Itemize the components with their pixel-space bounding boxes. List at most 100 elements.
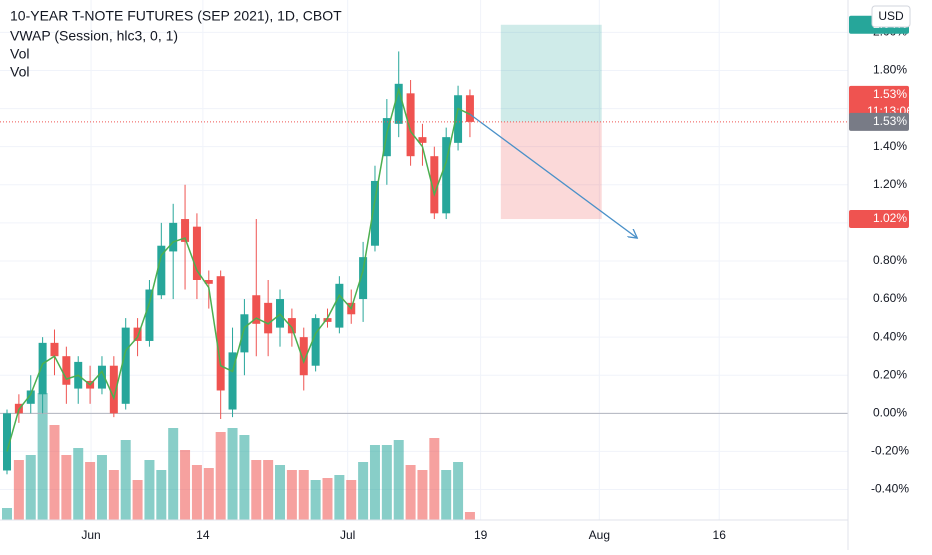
y-tick-label: 1.40% [873,139,907,153]
candle-body [133,327,142,341]
candle-body [406,93,415,157]
volume-bar [369,445,380,520]
indicator-label: Vol [10,46,29,62]
volume-bar [358,462,369,520]
volume-bar [61,455,72,520]
candle-body [311,318,320,366]
x-tick-label: Jul [340,528,355,542]
x-tick-label: Aug [589,528,610,542]
x-tick-label: 14 [196,528,210,542]
candle-body [418,137,427,143]
chart-title: 10-YEAR T-NOTE FUTURES (SEP 2021), 1D, C… [10,8,342,24]
price-tag: 1.53% [849,112,909,131]
volume-bar [464,512,475,520]
x-tick-label: Jun [81,528,100,542]
price-tag-label: 1.02% [873,211,907,225]
candle-body [430,156,439,214]
volume-bar [298,470,309,520]
candle-body [323,318,332,322]
volume-bar [2,508,13,520]
candle-body [442,137,451,214]
candle-body [97,365,106,389]
currency-button-bg [871,5,911,28]
volume-bar [132,480,143,520]
y-tick-label: 0.80% [873,253,907,267]
candle-body [370,180,379,246]
currency-button[interactable]: USD [878,9,904,23]
x-tick-label: 16 [713,528,727,542]
vwap-line [6,86,471,452]
price-tag-label: 1.53% [873,87,907,101]
volume-bar [405,465,416,520]
candle-body [454,95,463,143]
volume-bar [156,470,167,520]
candle-body [394,83,403,124]
candle-body [264,302,273,334]
y-tick-label: -0.20% [871,444,909,458]
volume-bar [37,393,48,520]
candle-body [204,280,213,284]
volume-bar [381,445,392,520]
candle-body [465,95,474,122]
candle-body [121,327,130,404]
position-stop [500,121,602,220]
candle-body [216,276,225,391]
y-tick-label: 0.40% [873,329,907,343]
candle-body [359,257,368,300]
volume-bar [441,470,452,520]
candle-body [299,337,308,376]
y-tick-label: -0.40% [871,482,909,496]
y-tick-label: 0.00% [873,406,907,420]
y-tick-label: 0.60% [873,291,907,305]
candle-body [335,283,344,328]
volume-bar [108,470,119,520]
price-tag: 1.02% [849,210,909,229]
candle-body [26,390,35,404]
candle-body [169,222,178,252]
volume-bar [85,462,96,520]
volume-bar [49,425,60,520]
volume-bar [168,428,179,520]
candle-body [109,365,118,414]
candle-body [181,219,190,242]
y-tick-label: 1.80% [873,63,907,77]
y-tick-label: 0.20% [873,367,907,381]
price-axis-bg [848,0,932,550]
volume-bar [96,455,107,520]
candle-body [38,342,47,395]
volume-bar [346,480,357,520]
position-target [500,24,602,122]
price-tag-bg [849,112,909,131]
volume-bar [417,470,428,520]
candle-body [252,295,261,324]
volume-bar [286,470,297,520]
volume-bar [310,480,321,520]
volume-bar [13,460,24,520]
volume-bar [334,475,345,520]
candle-body [3,413,12,471]
volume-bar [215,432,226,520]
volume-bar [239,435,250,520]
volume-bar [73,448,84,520]
candle-body [62,356,71,385]
candle-body [157,245,166,296]
candle-body [287,318,296,334]
price-tag-bg [849,210,909,229]
volume-bar [429,438,440,520]
indicator-label: Vol [10,64,29,80]
volume-bar [275,465,286,520]
volume-bar [393,440,404,520]
volume-bar [263,460,274,520]
volume-bar [227,428,238,520]
x-tick-label: 19 [474,528,488,542]
volume-bar [25,455,36,520]
volume-bar [322,478,333,520]
volume-bar [180,450,191,520]
candle-body [145,289,154,341]
candle-body [50,342,59,357]
candle-body [192,226,201,280]
volume-bar [453,462,464,520]
